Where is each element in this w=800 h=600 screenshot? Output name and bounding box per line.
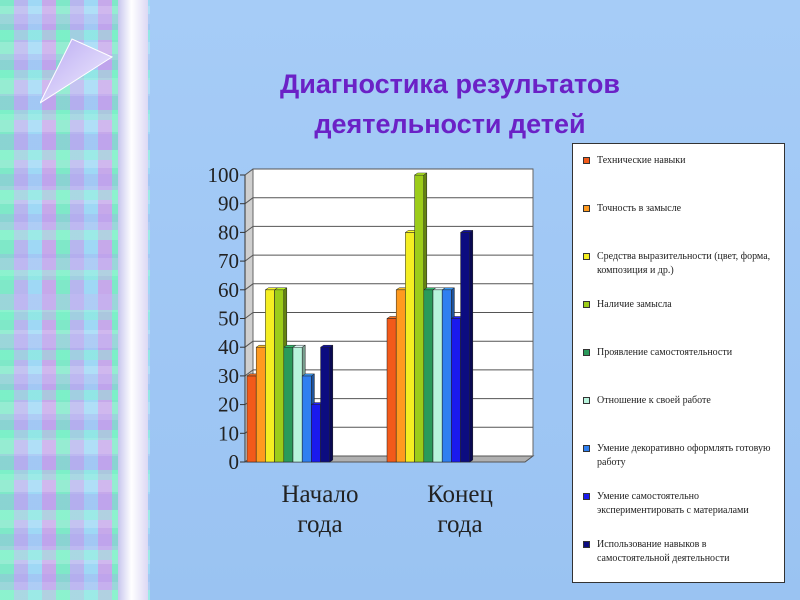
bar-top (441, 287, 456, 291)
bar-front (301, 375, 312, 463)
bar-front (283, 346, 294, 463)
legend-item: Проявление самостоятельности (583, 346, 781, 360)
legend-swatch (583, 397, 590, 404)
gridline-side (244, 340, 254, 348)
legend-label: Технические навыки (597, 155, 686, 166)
legend-label: Проявление самостоятельности (597, 347, 733, 358)
legend-label: Отношение к своей работе (597, 395, 711, 406)
decorative-pillar (118, 0, 148, 600)
legend-item: Точность в замысле (583, 202, 781, 216)
title-line-1: Диагностика результатов (280, 69, 620, 99)
gridline-side (244, 369, 254, 377)
legend-swatch (583, 205, 590, 212)
bar-front (292, 346, 303, 463)
chart-legend: Технические навыки Точность в замысле Сред… (572, 143, 785, 583)
bar-front (320, 346, 331, 463)
y-tick-label: 50 (218, 307, 239, 331)
bar-front (405, 232, 415, 463)
bars (246, 172, 474, 463)
legend-swatch (583, 541, 590, 548)
bar (459, 229, 474, 463)
bar-front (386, 318, 397, 463)
bar-front (460, 232, 471, 463)
legend-swatch (583, 301, 590, 308)
x-tick-label: года (437, 511, 482, 538)
bar-front (255, 346, 266, 463)
x-tick-label: года (297, 511, 342, 538)
gridline-side (244, 197, 254, 205)
y-tick-label: 30 (218, 364, 239, 388)
title-line-2: деятельности детей (314, 109, 586, 139)
legend-item: Технические навыки (583, 154, 781, 168)
legend-item: Умение декоративно оформлять готовую раб… (583, 442, 781, 470)
bar-front (423, 289, 434, 463)
x-tick-label: Конец (427, 481, 493, 508)
gridline-side (244, 225, 254, 233)
y-tick-label: 20 (218, 393, 239, 417)
legend-item: Использование навыков в самостоятельной … (583, 538, 781, 566)
bar-top (413, 172, 428, 176)
y-tick-label: 0 (229, 450, 240, 474)
legend-swatch (583, 445, 590, 452)
legend-label: Использование навыков в самостоятельной … (597, 539, 730, 564)
legend-label: Умение самостоятельно экспериментировать… (597, 491, 749, 516)
bar-front (451, 318, 461, 463)
bar-top (273, 287, 288, 291)
bar-front (265, 289, 275, 463)
gridline-side (244, 283, 254, 291)
gridline-side (244, 254, 254, 262)
y-tick-label: 90 (218, 192, 239, 216)
legend-item: Отношение к своей работе (583, 394, 781, 408)
bar-front (246, 375, 257, 463)
bar-front (274, 289, 285, 463)
bar-top (292, 344, 307, 348)
y-tick-label: 70 (218, 249, 239, 273)
y-tick-label: 80 (218, 220, 239, 244)
legend-label: Умение декоративно оформлять готовую раб… (597, 443, 771, 468)
bar-top (319, 344, 334, 348)
gridline-side (244, 312, 254, 319)
gridline-side (244, 168, 254, 176)
bar-front (432, 289, 443, 463)
triangle-arrow-icon (40, 38, 114, 104)
y-tick-label: 60 (218, 278, 239, 302)
legend-item: Средства выразительности (цвет, форма, к… (583, 250, 781, 278)
bar-front (441, 289, 452, 463)
legend-label: Средства выразительности (цвет, форма, к… (597, 251, 771, 276)
legend-swatch (583, 253, 590, 260)
x-tick-label: Начало (281, 481, 358, 508)
y-tick-label: 10 (218, 421, 239, 445)
bar-front (311, 404, 321, 463)
legend-swatch (583, 157, 590, 164)
bar-top (459, 230, 474, 233)
bar-top (301, 373, 316, 377)
bar-side (329, 344, 334, 463)
bar-front (395, 289, 406, 463)
bar-side (469, 229, 474, 463)
bar-front (414, 174, 425, 463)
page-title: Диагностика результатов деятельности дет… (200, 64, 700, 144)
legend-swatch (583, 493, 590, 500)
y-axis: 0 10 20 30 40 50 60 70 80 90 100 (208, 163, 246, 474)
y-tick-label: 40 (218, 335, 239, 359)
legend-item: Умение самостоятельно экспериментировать… (583, 490, 781, 518)
legend-label: Точность в замысле (597, 203, 682, 214)
legend-swatch (583, 349, 590, 356)
bar (319, 344, 334, 463)
legend-label: Наличие замысла (597, 299, 672, 310)
legend-item: Наличие замысла (583, 298, 781, 312)
x-axis: Начало года Конец года (281, 481, 492, 538)
y-tick-label: 100 (208, 163, 240, 187)
